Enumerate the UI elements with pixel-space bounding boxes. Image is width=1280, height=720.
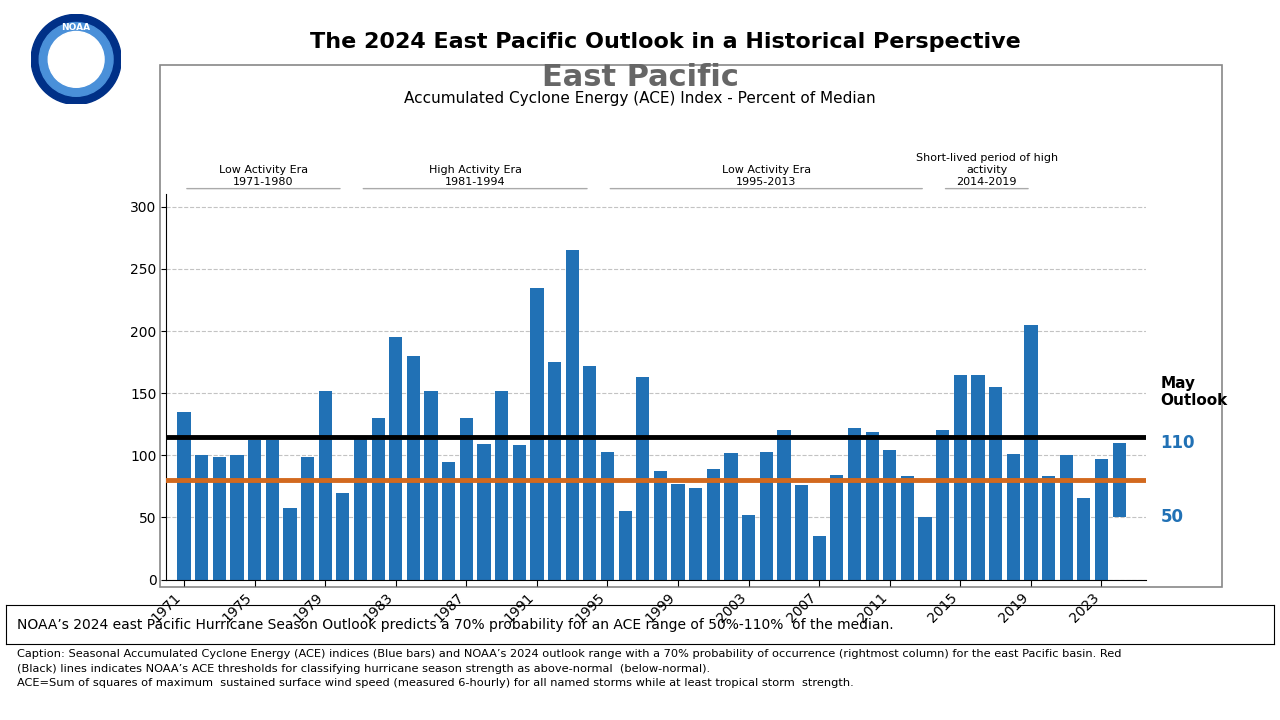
Bar bbox=[919, 518, 932, 580]
Bar bbox=[795, 485, 808, 580]
Text: 🌊: 🌊 bbox=[70, 45, 82, 64]
Bar bbox=[353, 437, 367, 580]
Bar bbox=[301, 456, 314, 580]
Bar bbox=[407, 356, 420, 580]
Bar bbox=[724, 453, 737, 580]
Bar bbox=[530, 287, 544, 580]
Bar bbox=[178, 412, 191, 580]
Bar bbox=[777, 431, 791, 580]
Text: East Pacific: East Pacific bbox=[541, 63, 739, 92]
Bar bbox=[759, 451, 773, 580]
Text: NOAA: NOAA bbox=[61, 22, 91, 32]
Bar bbox=[477, 444, 490, 580]
Bar bbox=[901, 477, 914, 580]
Bar bbox=[636, 377, 649, 580]
Text: NOAA: NOAA bbox=[56, 68, 96, 81]
Bar bbox=[989, 387, 1002, 580]
Text: 110: 110 bbox=[1160, 434, 1194, 452]
Bar bbox=[442, 462, 456, 580]
Bar bbox=[513, 446, 526, 580]
Text: Accumulated Cyclone Energy (ACE) Index - Percent of Median: Accumulated Cyclone Energy (ACE) Index -… bbox=[404, 91, 876, 106]
Bar bbox=[654, 472, 667, 580]
Bar bbox=[972, 374, 984, 580]
Text: Low Activity Era
1971-1980: Low Activity Era 1971-1980 bbox=[219, 165, 308, 186]
Text: High Activity Era
1981-1994: High Activity Era 1981-1994 bbox=[429, 165, 522, 186]
Bar bbox=[319, 391, 332, 580]
Bar bbox=[600, 451, 614, 580]
Bar bbox=[954, 374, 966, 580]
Bar bbox=[883, 451, 896, 580]
Bar bbox=[672, 484, 685, 580]
Bar bbox=[389, 337, 402, 580]
Text: May
Outlook: May Outlook bbox=[1160, 376, 1228, 408]
Bar bbox=[707, 469, 719, 580]
Bar bbox=[460, 418, 472, 580]
Text: The 2024 East Pacific Outlook in a Historical Perspective: The 2024 East Pacific Outlook in a Histo… bbox=[310, 32, 1021, 53]
Text: Caption: Seasonal Accumulated Cyclone Energy (ACE) indices (Blue bars) and NOAA’: Caption: Seasonal Accumulated Cyclone En… bbox=[17, 649, 1121, 688]
Circle shape bbox=[31, 14, 122, 104]
Text: NOAA’s 2024 east Pacific Hurricane Season Outlook predicts a 70% probability for: NOAA’s 2024 east Pacific Hurricane Seaso… bbox=[17, 618, 893, 631]
Bar bbox=[1024, 325, 1038, 580]
Bar bbox=[195, 455, 209, 580]
Bar bbox=[813, 536, 826, 580]
Bar bbox=[283, 508, 297, 580]
Bar bbox=[371, 418, 385, 580]
Bar bbox=[1112, 443, 1125, 518]
Bar bbox=[1078, 498, 1091, 580]
Bar bbox=[230, 455, 243, 580]
Bar bbox=[936, 431, 950, 580]
Text: 50: 50 bbox=[1160, 508, 1183, 526]
Bar bbox=[212, 456, 227, 580]
Bar bbox=[831, 475, 844, 580]
Text: Short-lived period of high
activity
2014-2019: Short-lived period of high activity 2014… bbox=[915, 153, 1057, 186]
Bar bbox=[865, 432, 879, 580]
Circle shape bbox=[49, 32, 104, 87]
Bar bbox=[618, 511, 632, 580]
Bar bbox=[1042, 477, 1055, 580]
Bar bbox=[742, 515, 755, 580]
Text: Low Activity Era
1995-2013: Low Activity Era 1995-2013 bbox=[722, 165, 810, 186]
Bar bbox=[495, 391, 508, 580]
Bar bbox=[337, 492, 349, 580]
Bar bbox=[847, 428, 861, 580]
Bar bbox=[1060, 455, 1073, 580]
Bar bbox=[584, 366, 596, 580]
Bar bbox=[425, 391, 438, 580]
Bar bbox=[689, 487, 703, 580]
Bar bbox=[248, 441, 261, 580]
Bar bbox=[1094, 459, 1108, 580]
Bar bbox=[1006, 454, 1020, 580]
Bar bbox=[566, 251, 579, 580]
Bar bbox=[266, 441, 279, 580]
Circle shape bbox=[40, 22, 113, 96]
Bar bbox=[548, 362, 561, 580]
